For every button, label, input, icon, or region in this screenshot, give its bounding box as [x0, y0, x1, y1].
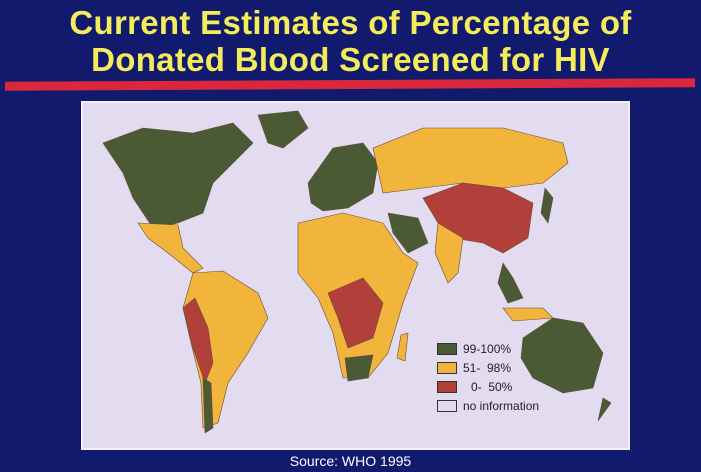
region-greenland — [257, 110, 309, 149]
legend-label: 51- 98% — [463, 360, 512, 375]
map-legend: 99-100% 51- 98% 0- 50% no information — [437, 339, 539, 415]
region-india — [434, 222, 464, 284]
region-russia — [372, 127, 569, 194]
region-new-zealand — [597, 397, 612, 422]
region-north-america — [102, 122, 254, 229]
region-australia — [520, 317, 604, 394]
legend-item: no information — [437, 396, 539, 415]
source-caption: Source: WHO 1995 — [289, 453, 412, 469]
legend-swatch — [437, 380, 457, 393]
legend-swatch — [437, 399, 457, 412]
region-europe — [307, 142, 379, 212]
region-japan — [540, 187, 554, 224]
legend-swatch — [437, 361, 457, 374]
slide-title: Current Estimates of Percentage of Donat… — [0, 4, 701, 78]
legend-item: 51- 98% — [437, 358, 539, 377]
title-line-1: Current Estimates of Percentage of — [69, 4, 632, 41]
legend-swatch — [437, 342, 457, 355]
legend-item: 99-100% — [437, 339, 539, 358]
map-graphic — [102, 110, 612, 434]
legend-label: no information — [463, 398, 540, 413]
region-mexico — [137, 222, 204, 274]
region-indonesia — [502, 307, 554, 322]
region-middle-east — [387, 212, 429, 254]
legend-item: 0- 50% — [437, 377, 539, 396]
world-map: 99-100% 51- 98% 0- 50% no information — [81, 101, 630, 450]
region-chile-green — [202, 377, 214, 434]
region-south-america-red — [182, 297, 214, 384]
title-divider — [5, 78, 695, 91]
region-madagascar — [396, 332, 409, 362]
title-line-2: Donated Blood Screened for HIV — [91, 41, 610, 78]
region-south-africa — [344, 354, 374, 382]
region-africa-red — [327, 277, 384, 349]
legend-label: 99-100% — [463, 341, 512, 356]
legend-label: 0- 50% — [471, 379, 513, 394]
region-se-asia — [497, 262, 524, 304]
